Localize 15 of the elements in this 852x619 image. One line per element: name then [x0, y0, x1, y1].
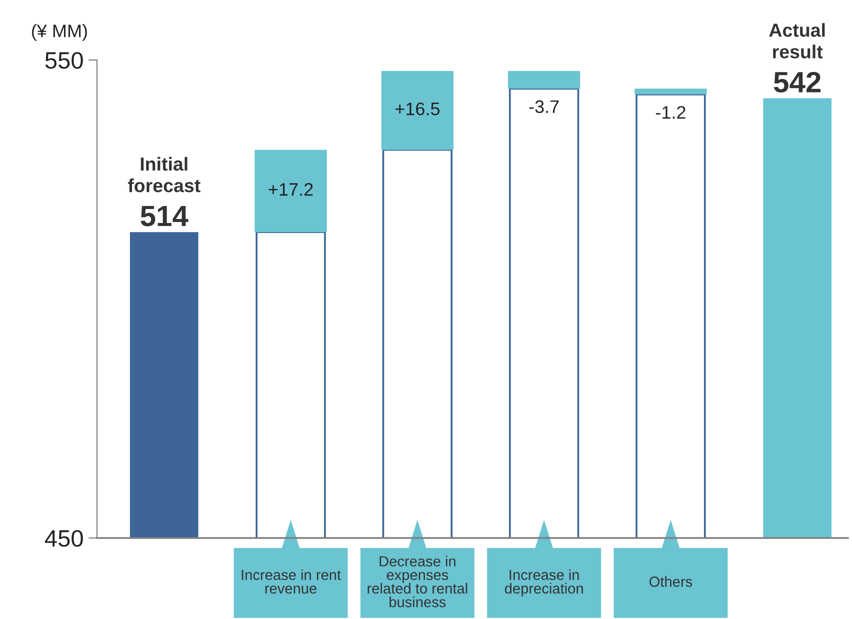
x-tick-label: Initial forecast [128, 156, 200, 192]
data-label: +16.5 [395, 102, 440, 116]
data-label: -3.7 [529, 100, 559, 114]
data-label: -1.2 [656, 106, 686, 119]
y-tick-label: 550 [45, 52, 83, 69]
y-axis-title: (¥ MM) [32, 24, 87, 41]
x-tick-label: Decrease in expenses related to rental business [368, 556, 468, 608]
x-tick-label: Actual result [769, 23, 825, 58]
data-label: +17.2 [268, 183, 313, 196]
data-label: 514 [140, 206, 188, 226]
x-tick-label: Increase in rent revenue [242, 569, 341, 594]
x-tick-label: Increase in depreciation [504, 569, 583, 597]
data-label: 542 [774, 72, 821, 92]
y-tick-label: 450 [44, 530, 83, 547]
x-tick-label: Others [650, 576, 692, 587]
